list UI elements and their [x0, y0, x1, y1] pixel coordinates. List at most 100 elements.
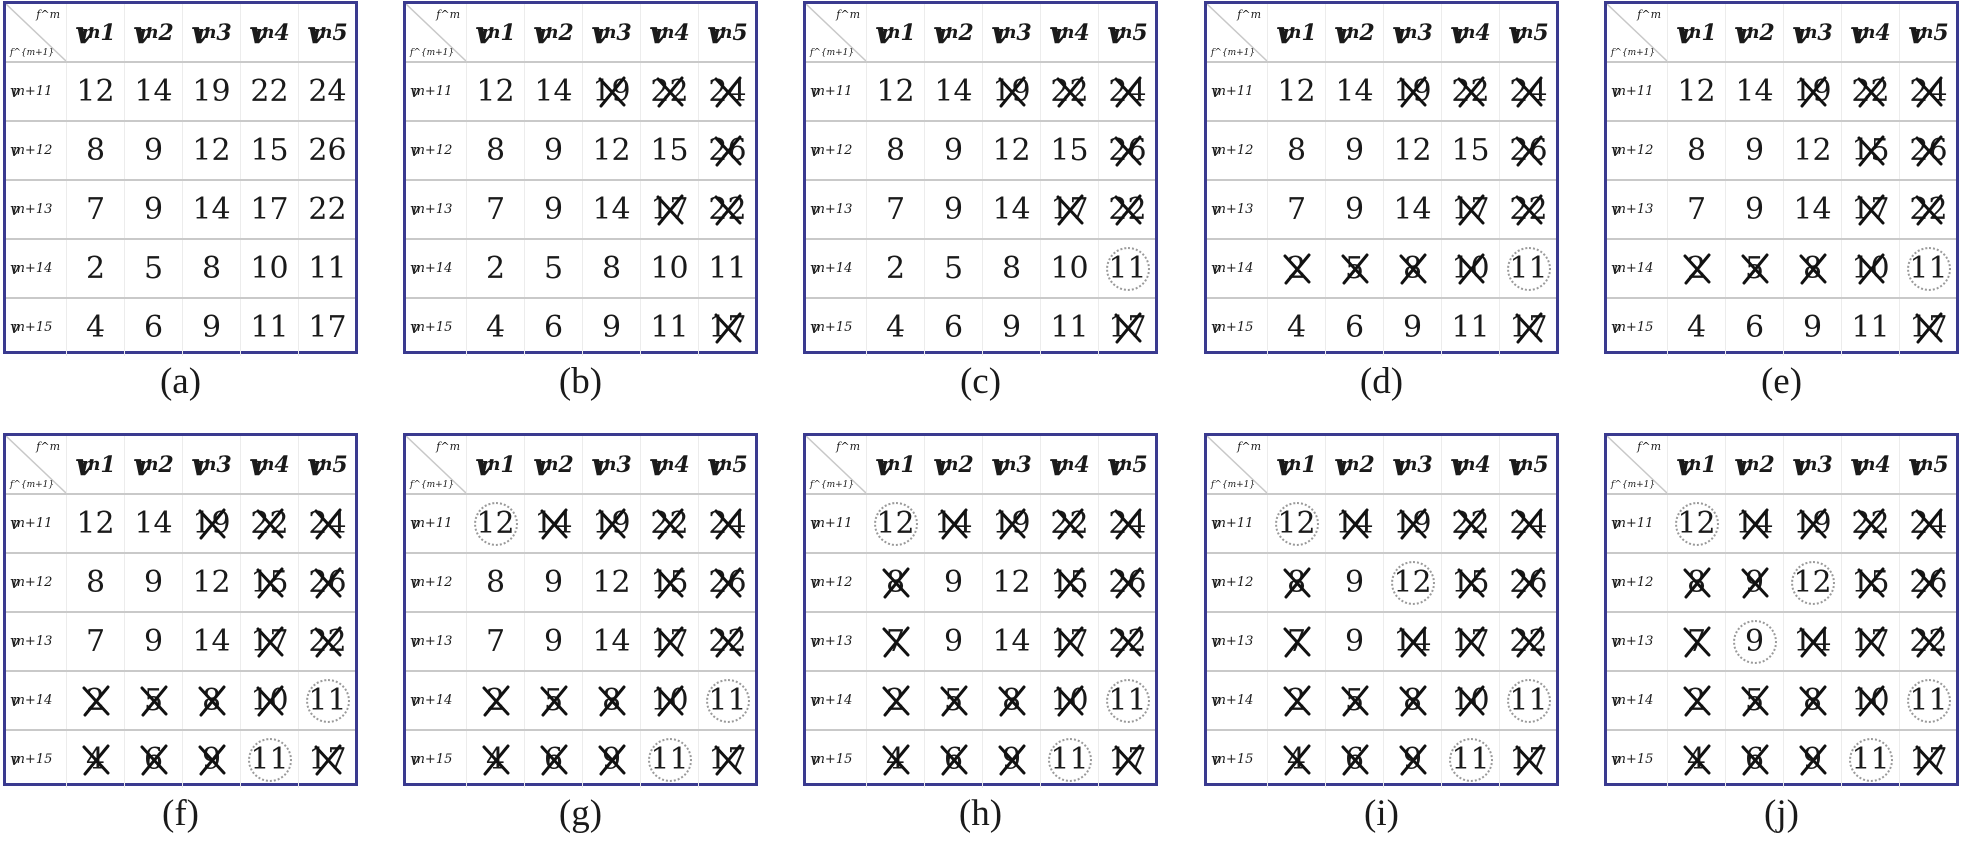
- row-header-sup: m+1: [813, 202, 845, 217]
- matrix-cell: 26: [1899, 122, 1957, 179]
- matrix-cell: 19: [582, 495, 640, 552]
- cell-value: 22: [250, 74, 288, 109]
- corner-top-label: f^m: [36, 8, 60, 21]
- matrix-cell: 12: [66, 63, 124, 120]
- cell-value: 14: [192, 624, 230, 659]
- matrix-cell: 2: [1267, 240, 1325, 297]
- panel-c: f^m f^{m+1} v m 1 v m 2 v m 3 v m 4 v m 5 v m+1 1 12 14 19 22 24…: [803, 1, 1164, 403]
- row-header-sub: 5: [1645, 320, 1653, 335]
- column-header: vm1: [1267, 4, 1325, 61]
- table-row: v m+1 4 2 5 8 10 11: [806, 238, 1155, 297]
- cell-value: 7: [86, 192, 105, 227]
- column-header-sub: 5: [1533, 452, 1548, 478]
- row-header: v m+1 4: [806, 672, 866, 729]
- matrix-cell: 11: [240, 731, 298, 788]
- cell-value: 6: [144, 310, 163, 345]
- column-header-sub: 2: [1759, 20, 1774, 46]
- matrix-cell: 7: [1667, 181, 1725, 238]
- column-header-sup: m: [481, 22, 500, 43]
- cell-value: 2: [886, 251, 905, 286]
- cell-value: 15: [1451, 133, 1489, 168]
- matrix-cell: 24: [298, 495, 356, 552]
- column-header: vm5: [1098, 4, 1156, 61]
- matrix-cell: 17: [1098, 731, 1156, 788]
- row-header-sup: m+1: [13, 143, 45, 158]
- column-header-sup: m: [81, 454, 100, 475]
- matrix-cell: 12: [582, 554, 640, 611]
- cell-value: 10: [1050, 683, 1088, 718]
- row-header-sup: m+1: [813, 261, 845, 276]
- cell-value: 11: [1851, 310, 1889, 345]
- column-header-sub: 5: [1132, 452, 1147, 478]
- cell-value: 14: [1793, 624, 1831, 659]
- matrix-cell: 11: [1098, 240, 1156, 297]
- cell-value: 5: [544, 251, 563, 286]
- cell-value: 9: [602, 310, 621, 345]
- matrix-cell: 9: [1725, 613, 1783, 670]
- table-row: v m+1 3 7 9 14 17 22: [6, 179, 355, 238]
- header-row: f^m f^{m+1} v m 1 v m 2 v m 3 v m 4 v m 5: [1607, 436, 1956, 493]
- row-header-sup: m+1: [1214, 634, 1246, 649]
- row-header: v m+1 5: [1607, 299, 1667, 356]
- cell-value: 12: [1793, 133, 1831, 168]
- matrix-cell: 9: [1725, 122, 1783, 179]
- panel-e: f^m f^{m+1} v m 1 v m 2 v m 3 v m 4 v m 5 v m+1 1 12 14 19 22 24…: [1604, 1, 1965, 403]
- matrix-cell: 9: [1783, 299, 1841, 356]
- row-header-sub: 3: [1245, 202, 1253, 217]
- matrix-cell: 26: [1499, 554, 1557, 611]
- cell-value: 9: [1745, 133, 1764, 168]
- column-header-sub: 3: [1817, 20, 1832, 46]
- row-header-sub: 2: [1645, 143, 1653, 158]
- row-header: v m+1 2: [806, 122, 866, 179]
- panel-caption: (i): [1204, 792, 1559, 835]
- row-header-sub: 2: [1645, 575, 1653, 590]
- column-header-sup: m: [1798, 454, 1817, 475]
- matrix-cell: 19: [1783, 495, 1841, 552]
- row-header: v m+1 4: [806, 240, 866, 297]
- column-header-sup: m: [1340, 22, 1359, 43]
- column-header-sup: m: [939, 454, 958, 475]
- cell-value: 19: [592, 74, 630, 109]
- cell-value: 22: [708, 192, 746, 227]
- cell-value: 22: [1108, 624, 1146, 659]
- table-row: v m+1 5 4 6 9 11 17: [1607, 729, 1956, 788]
- matrix-cell: 15: [1040, 122, 1098, 179]
- matrix-cell: 9: [1325, 181, 1383, 238]
- matrix-cell: 8: [1383, 240, 1441, 297]
- column-header-sup: m: [655, 454, 674, 475]
- cell-value: 22: [1451, 506, 1489, 541]
- row-header: v m+1 5: [406, 299, 466, 356]
- column-header: vm2: [1725, 436, 1783, 493]
- row-header-sup: m+1: [1214, 143, 1246, 158]
- panel-caption: (j): [1604, 792, 1959, 835]
- cell-value: 7: [886, 192, 905, 227]
- matrix-cell: 26: [1899, 554, 1957, 611]
- row-header-sub: 1: [1645, 516, 1653, 531]
- matrix-cell: 9: [582, 299, 640, 356]
- matrix-cell: 7: [66, 181, 124, 238]
- cell-value: 26: [308, 133, 346, 168]
- row-header-sub: 1: [444, 84, 452, 99]
- row-header: v m+1 1: [806, 495, 866, 552]
- cell-value: 8: [1287, 565, 1306, 600]
- matrix-cell: 9: [982, 731, 1040, 788]
- row-header-sup: m+1: [1214, 84, 1246, 99]
- cell-value: 12: [476, 506, 514, 541]
- row-header-sub: 2: [1245, 143, 1253, 158]
- column-header-sub: 4: [1074, 452, 1089, 478]
- row-header: v m+1 3: [1207, 181, 1267, 238]
- cell-value: 4: [1687, 310, 1706, 345]
- cell-value: 12: [476, 74, 514, 109]
- matrix-cell: 12: [1267, 63, 1325, 120]
- matrix-cell: 6: [1725, 299, 1783, 356]
- matrix-cell: 22: [298, 181, 356, 238]
- column-header: vm2: [524, 436, 582, 493]
- cell-value: 11: [708, 683, 746, 718]
- cell-value: 17: [1108, 310, 1146, 345]
- panel-b: f^m f^{m+1} v m 1 v m 2 v m 3 v m 4 v m 5 v m+1 1 12 14 19 22 24…: [403, 1, 764, 403]
- matrix-cell: 12: [982, 122, 1040, 179]
- matrix-cell: 14: [1783, 613, 1841, 670]
- matrix-cell: 14: [182, 613, 240, 670]
- table-row: v m+1 4 2 5 8 10 11: [406, 238, 755, 297]
